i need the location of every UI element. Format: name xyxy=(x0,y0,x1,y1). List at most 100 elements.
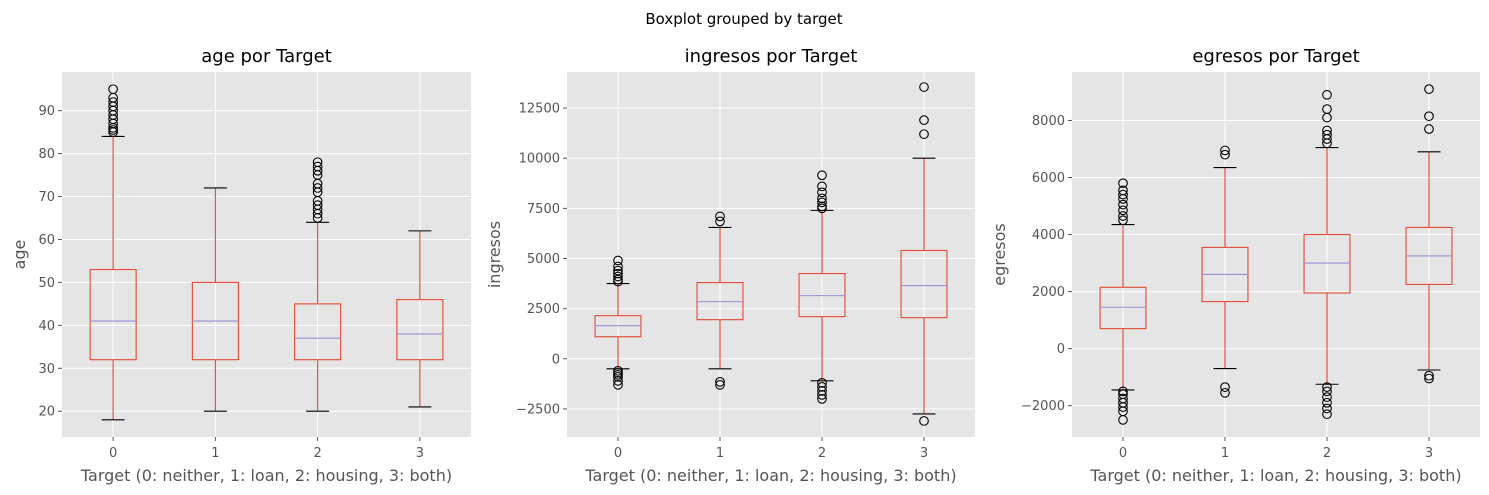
y-tick-label: 7500 xyxy=(527,202,560,217)
outlier-point xyxy=(1424,84,1434,94)
outlier-point xyxy=(1118,185,1128,196)
outlier-point xyxy=(1424,124,1434,134)
outlier-point xyxy=(1322,403,1332,414)
outlier-point xyxy=(817,193,827,204)
outlier-point xyxy=(312,200,323,210)
box-0 xyxy=(1099,178,1147,425)
outlier-point xyxy=(817,386,827,396)
x-tick-label: 0 xyxy=(1119,446,1127,461)
x-tick-label: 1 xyxy=(211,446,219,461)
x-tick-label: 2 xyxy=(1323,446,1331,461)
iqr-box xyxy=(1303,233,1351,294)
box-1 xyxy=(696,211,744,390)
x-tick-label: 2 xyxy=(313,446,321,461)
outlier-point xyxy=(919,82,929,92)
x-axis-label: Target (0: neither, 1: loan, 2: housing,… xyxy=(584,466,956,485)
y-tick-label: 60 xyxy=(38,233,55,248)
boxplot-panel-age: 20 30 40 50 60 70 80 90 0 1 2 3 age por Target Target… xyxy=(10,46,471,485)
outlier-point xyxy=(613,365,623,376)
outlier-point xyxy=(613,271,623,282)
y-axis-label: age xyxy=(10,240,29,270)
box-0 xyxy=(89,84,137,421)
outlier-point xyxy=(1424,111,1434,122)
y-tick-label: 80 xyxy=(38,147,55,162)
outlier-point xyxy=(1118,178,1128,189)
outlier-point xyxy=(613,375,623,386)
outlier-point xyxy=(817,394,827,404)
outlier-point xyxy=(1322,409,1332,420)
outlier-point xyxy=(1118,199,1128,210)
x-tick-label: 0 xyxy=(614,446,622,461)
outlier-point xyxy=(919,416,929,426)
x-tick-label: 0 xyxy=(109,446,117,461)
iqr-box xyxy=(89,268,137,361)
x-axis-label: Target (0: neither, 1: loan, 2: housing,… xyxy=(1089,466,1461,485)
outlier-point xyxy=(1118,189,1128,200)
outlier-point xyxy=(919,129,929,140)
y-tick-label: 70 xyxy=(38,190,55,205)
outlier-point xyxy=(613,255,623,266)
outlier-point xyxy=(817,382,827,392)
y-axis-label: egresos xyxy=(990,223,1009,286)
outlier-point xyxy=(817,187,827,198)
panel-title: ingresos por Target xyxy=(685,46,858,67)
outlier-point xyxy=(108,97,118,107)
outlier-point xyxy=(715,216,725,227)
panel-title: egresos por Target xyxy=(1192,46,1359,67)
plot-background xyxy=(62,72,471,437)
iqr-box xyxy=(1099,286,1147,330)
box-3 xyxy=(396,230,444,408)
boxplot-panel-ingresos: −2500 0 2500 5000 7500 10000 12500 0 1 2 3 ingresos… xyxy=(485,46,975,485)
panel-title: age por Target xyxy=(201,46,332,67)
figure-suptitle: Boxplot grouped by target xyxy=(645,10,842,28)
outlier-point xyxy=(817,197,827,208)
y-tick-label: 12500 xyxy=(519,102,560,117)
outlier-point xyxy=(312,183,323,193)
box-3 xyxy=(900,82,948,426)
outlier-point xyxy=(312,161,323,172)
x-axis-label: Target (0: neither, 1: loan, 2: housing,… xyxy=(80,466,452,485)
y-tick-label: 6000 xyxy=(1032,171,1065,186)
outlier-point xyxy=(1220,382,1230,392)
boxplot-panel-egresos: −2000 0 2000 4000 6000 8000 0 1 2 3 egresos por Ta… xyxy=(990,46,1480,485)
x-tick-label: 1 xyxy=(1221,446,1229,461)
outlier-point xyxy=(1424,373,1434,384)
outlier-point xyxy=(817,378,827,388)
x-tick-label: 2 xyxy=(818,446,826,461)
iqr-box xyxy=(396,299,444,361)
outlier-point xyxy=(817,181,827,192)
outlier-point xyxy=(1118,211,1128,221)
box-2 xyxy=(1303,89,1351,420)
outlier-point xyxy=(613,268,623,279)
outlier-point xyxy=(1220,149,1230,160)
y-tick-label: 90 xyxy=(38,104,55,119)
outlier-point xyxy=(1322,89,1332,100)
iqr-box xyxy=(294,303,342,361)
box-0 xyxy=(594,255,642,390)
outlier-point xyxy=(1118,389,1128,400)
outlier-point xyxy=(715,211,725,222)
x-tick-label: 3 xyxy=(920,446,928,461)
iqr-box xyxy=(900,249,948,319)
x-tick-label: 3 xyxy=(1425,446,1433,461)
y-tick-label: 50 xyxy=(38,276,55,291)
box-3 xyxy=(1405,84,1453,384)
outlier-point xyxy=(613,261,623,272)
plot-background xyxy=(1072,72,1480,437)
box-2 xyxy=(798,170,846,404)
outlier-point xyxy=(1220,145,1230,156)
outlier-point xyxy=(919,115,929,125)
y-tick-label: 20 xyxy=(38,405,55,420)
x-tick-label: 3 xyxy=(416,446,424,461)
y-tick-label: 0 xyxy=(1057,342,1065,357)
box-1 xyxy=(1201,145,1249,398)
outlier-point xyxy=(1322,382,1332,392)
outlier-point xyxy=(1118,215,1128,226)
x-tick-label: 1 xyxy=(716,446,724,461)
outlier-point xyxy=(613,265,623,276)
outlier-point xyxy=(108,84,118,95)
y-tick-label: −2000 xyxy=(1021,399,1065,414)
box-1 xyxy=(191,187,239,412)
y-tick-label: 5000 xyxy=(527,252,560,267)
